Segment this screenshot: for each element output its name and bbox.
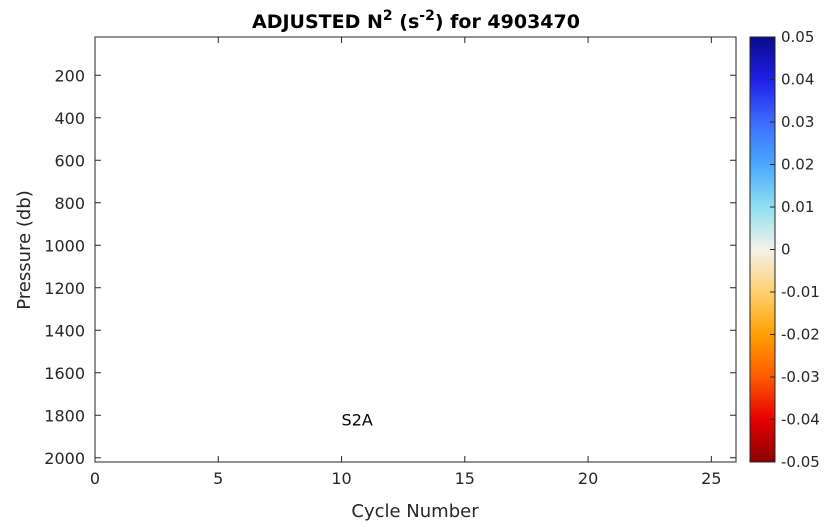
x-tick-label: 25: [701, 469, 721, 488]
y-tick-label: 600: [54, 151, 85, 170]
y-tick-label: 1800: [44, 406, 85, 425]
x-axis: 0 5 10 15 20 25: [90, 37, 722, 488]
y-tick-label: 2000: [44, 449, 85, 468]
x-tick-label: 15: [455, 469, 475, 488]
y-axis: 200 400 600 800 1000 1200 1400 1600 1800 2000: [44, 66, 736, 468]
colorbar-tick-label: 0: [781, 241, 791, 259]
annotation-label: S2A: [342, 411, 373, 430]
colorbar-tick-label: -0.03: [781, 368, 820, 386]
y-tick-label: 1600: [44, 364, 85, 383]
chart-title: ADJUSTED N2 (s-2) for 4903470: [252, 8, 580, 33]
y-tick-label: 200: [54, 66, 85, 85]
y-tick-label: 400: [54, 109, 85, 128]
colorbar-tick-label: 0.03: [781, 113, 814, 131]
colorbar-tick-label: 0.05: [781, 28, 814, 46]
colorbar-tick-label: 0.02: [781, 156, 814, 174]
y-tick-label: 800: [54, 194, 85, 213]
plot-area: [94, 36, 737, 463]
y-tick-label: 1200: [44, 279, 85, 298]
colorbar-tick-label: -0.04: [781, 411, 820, 429]
y-axis-title: Pressure (db): [14, 190, 35, 309]
colorbar-tick-label: 0.04: [781, 71, 814, 89]
colorbar-tick-label: -0.01: [781, 283, 820, 301]
colorbar-tick-label: 0.01: [781, 198, 814, 216]
colorbar-ticks: 0.05 0.04 0.03 0.02 0.01 0 -0.01 -0.02 -0.03 -0.0…: [770, 28, 820, 471]
x-tick-label: 10: [331, 469, 351, 488]
y-tick-label: 1400: [44, 321, 85, 340]
x-tick-label: 0: [90, 469, 100, 488]
x-axis-title: Cycle Number: [351, 501, 479, 522]
y-tick-label: 1000: [44, 236, 85, 255]
colorbar-tick-label: -0.05: [781, 453, 820, 471]
x-tick-label: 20: [578, 469, 598, 488]
colorbar-tick-label: -0.02: [781, 326, 820, 344]
x-tick-label: 5: [213, 469, 223, 488]
